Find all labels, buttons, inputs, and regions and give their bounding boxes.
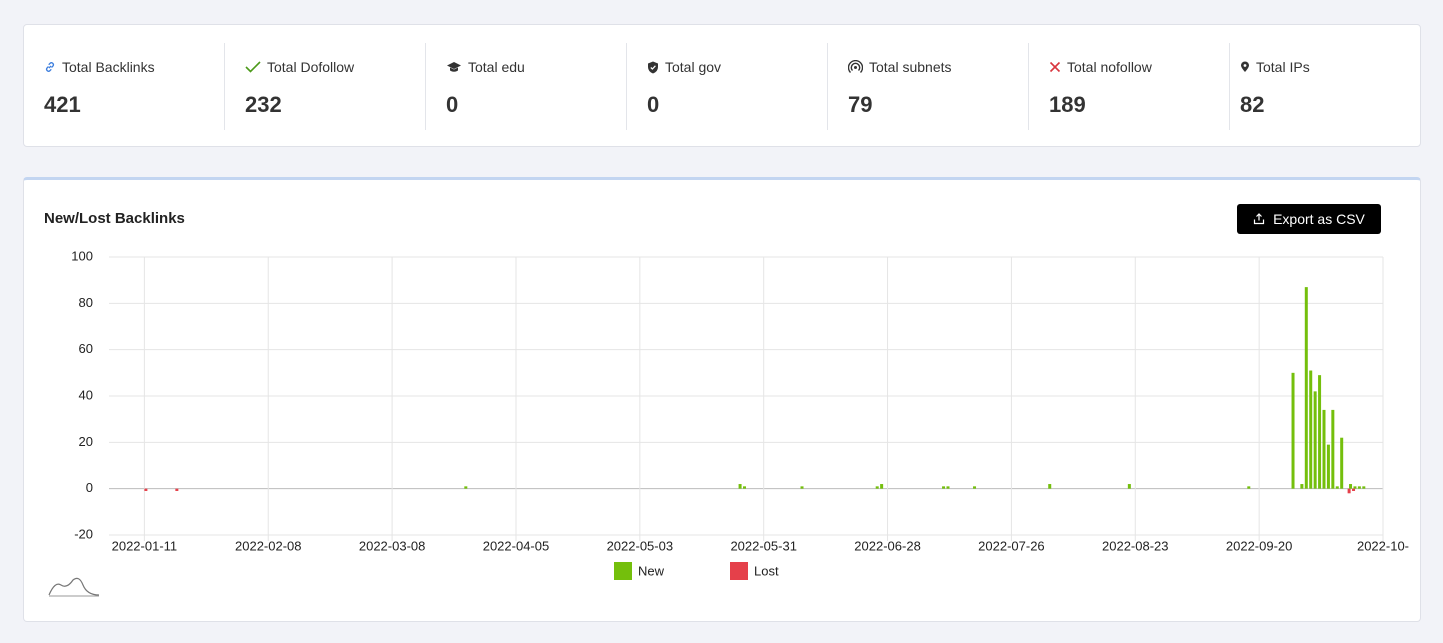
button-label: Export as CSV: [1273, 211, 1365, 227]
bar: [1322, 409, 1326, 489]
bar: [175, 488, 179, 491]
bar: [144, 488, 148, 491]
bar: [743, 486, 746, 489]
bar: [1318, 375, 1322, 489]
stat-value: 421: [44, 92, 81, 117]
stat-label: Total nofollow: [1067, 59, 1152, 75]
stat-label: Total Dofollow: [267, 59, 355, 75]
x-tick-label: 2022-08-23: [1102, 538, 1169, 553]
x-tick-label: 2022-05-31: [730, 538, 797, 553]
y-tick-label: -20: [74, 526, 93, 541]
x-tick-label: 2022-05-03: [607, 538, 674, 553]
bar: [1352, 488, 1356, 491]
bar: [1353, 486, 1357, 489]
stat-value: 232: [245, 92, 282, 117]
stat: Total nofollow 189: [1029, 43, 1230, 130]
stat: Total gov 0: [627, 43, 828, 130]
bar: [1326, 444, 1330, 489]
bar: [1347, 488, 1351, 494]
y-tick-label: 80: [79, 295, 93, 310]
y-tick-label: 0: [86, 480, 93, 495]
x-tick-label: 2022-04-05: [483, 538, 550, 553]
logo: [48, 577, 100, 596]
bar: [1362, 486, 1366, 489]
x-tick-label: 2022-06-28: [854, 538, 921, 553]
stat-label: Total Backlinks: [62, 59, 155, 75]
stat-value: 0: [647, 92, 660, 117]
x-tick-label: 2022-10-: [1357, 538, 1409, 553]
stat-label: Total IPs: [1256, 59, 1310, 75]
y-tick-label: 20: [79, 434, 93, 449]
bar: [1309, 370, 1313, 489]
bar: [1304, 287, 1308, 489]
bar: [1331, 409, 1335, 489]
stat-value: 189: [1049, 92, 1086, 117]
stat: Total IPs 82: [1220, 43, 1421, 130]
x-tick-label: 2022-03-08: [359, 538, 426, 553]
bar: [942, 486, 946, 489]
bar: [946, 486, 950, 489]
chart-card: New/Lost Backlinks Export as CSV -20 0 20 4…: [23, 177, 1421, 622]
stat-label: Total edu: [468, 59, 525, 75]
bar: [800, 486, 804, 489]
y-tick-label: 100: [71, 248, 93, 263]
legend-swatch: [730, 562, 748, 580]
bar: [1357, 486, 1361, 489]
chart-title: New/Lost Backlinks: [44, 210, 185, 227]
bar: [1247, 486, 1251, 489]
x-tick-label: 2022-01-11: [112, 538, 178, 553]
stat: Total Dofollow 232: [225, 43, 426, 130]
stat: Total edu 0: [426, 43, 627, 130]
bar: [1340, 437, 1344, 489]
x-tick-label: 2022-07-26: [978, 538, 1045, 553]
bar: [1349, 484, 1353, 489]
y-tick-label: 60: [79, 341, 93, 356]
bar: [973, 486, 977, 489]
y-tick-label: 40: [79, 387, 93, 402]
stat: Total subnets 79: [828, 43, 1029, 130]
bar: [1291, 372, 1295, 489]
x-tick-label: 2022-02-08: [235, 538, 302, 553]
bar: [880, 484, 884, 489]
stat-value: 79: [848, 92, 873, 117]
bar: [738, 484, 742, 489]
legend-label: Lost: [754, 563, 779, 578]
stat-label: Total gov: [665, 59, 722, 75]
stat-value: 82: [1240, 92, 1265, 117]
stats-card: Total Backlinks 421 Total Dofollow 232 Tot…: [23, 24, 1421, 147]
bar: [464, 486, 468, 489]
legend-swatch: [614, 562, 632, 580]
stat-value: 0: [446, 92, 459, 117]
stat-label: Total subnets: [869, 59, 952, 75]
legend-label: New: [638, 563, 665, 578]
bar: [1300, 484, 1304, 489]
bar: [1127, 484, 1131, 489]
bar: [1048, 484, 1052, 489]
stat: Total Backlinks 421: [24, 43, 225, 130]
export-button[interactable]: Export as CSV: [1237, 204, 1381, 234]
bar: [1313, 391, 1317, 489]
bar: [875, 486, 879, 489]
bar: [1335, 486, 1339, 489]
chart: -20 0 20 40 60 80 100 2022-01-11 2022-02-08 2022-…: [48, 248, 1409, 597]
x-tick-label: 2022-09-20: [1226, 538, 1293, 553]
